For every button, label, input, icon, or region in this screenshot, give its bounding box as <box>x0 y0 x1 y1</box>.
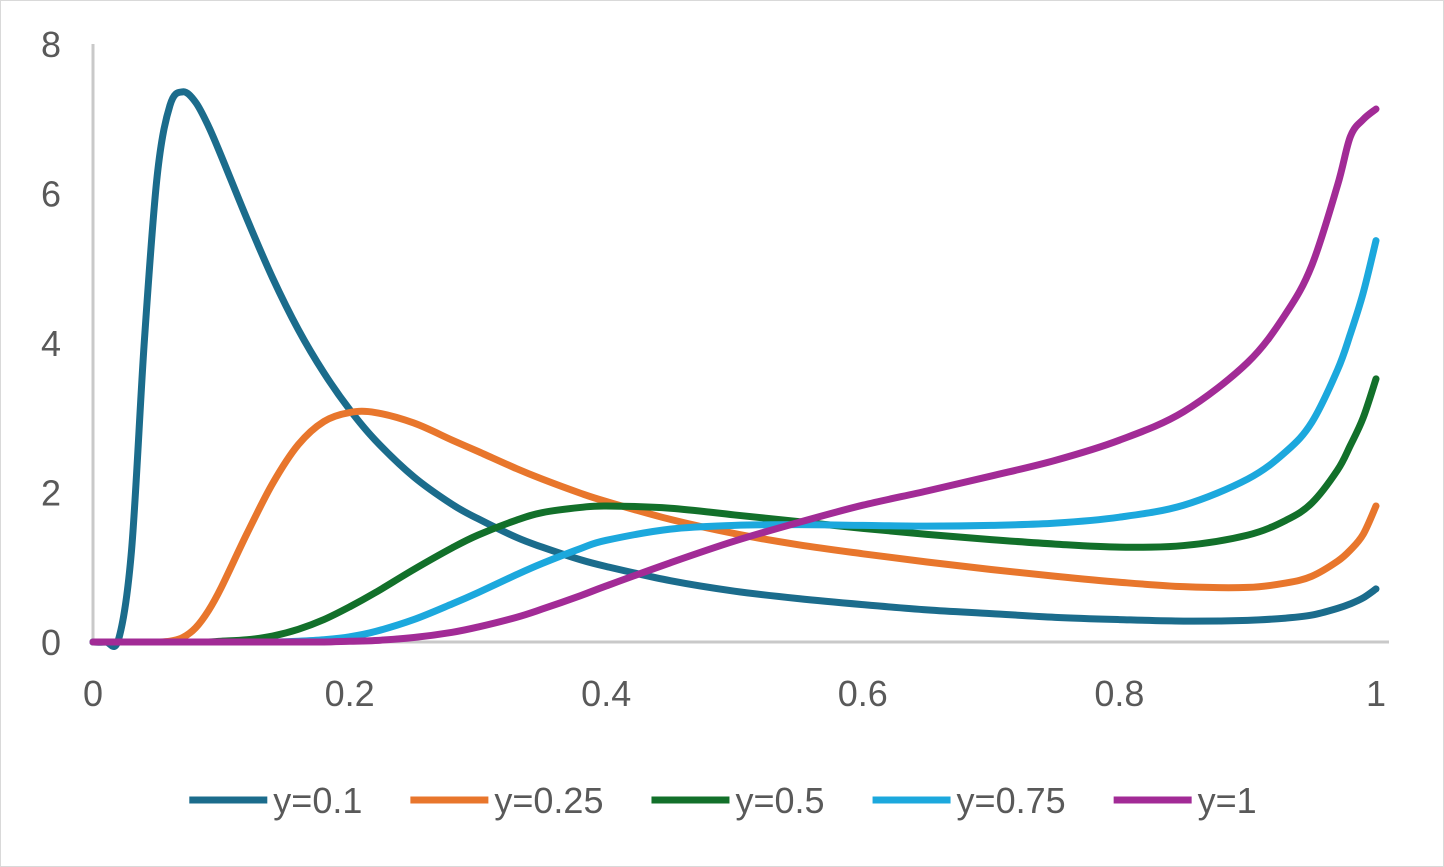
series-line-y-1 <box>89 105 1380 646</box>
legend-label-y-1[interactable]: y=1 <box>1198 780 1257 821</box>
x-tick-label: 0.6 <box>838 673 888 714</box>
series-line-y-0-5 <box>89 375 1380 646</box>
series-line-y-0-1 <box>89 88 1380 651</box>
y-tick-label: 8 <box>41 24 61 65</box>
y-tick-labels: 0 2 4 6 8 <box>41 24 61 663</box>
x-tick-label: 0.4 <box>581 673 631 714</box>
chart-legend: y=0.1 y=0.25 y=0.5 y=0.75 y=1 <box>189 780 1257 821</box>
y-tick-label: 4 <box>41 323 61 364</box>
series-lines <box>89 88 1380 651</box>
y-tick-label: 2 <box>41 473 61 514</box>
x-tick-label: 0 <box>83 673 103 714</box>
legend-label-y-0-75[interactable]: y=0.75 <box>957 780 1066 821</box>
y-tick-label: 0 <box>41 622 61 663</box>
x-tick-labels: 0 0.2 0.4 0.6 0.8 1 <box>83 673 1386 714</box>
y-tick-label: 6 <box>41 174 61 215</box>
x-tick-label: 0.8 <box>1094 673 1144 714</box>
x-tick-label: 0.2 <box>325 673 375 714</box>
legend-label-y-0-5[interactable]: y=0.5 <box>735 780 824 821</box>
legend-label-y-0-25[interactable]: y=0.25 <box>494 780 603 821</box>
legend-label-y-0-1[interactable]: y=0.1 <box>273 780 362 821</box>
x-tick-label: 1 <box>1366 673 1386 714</box>
